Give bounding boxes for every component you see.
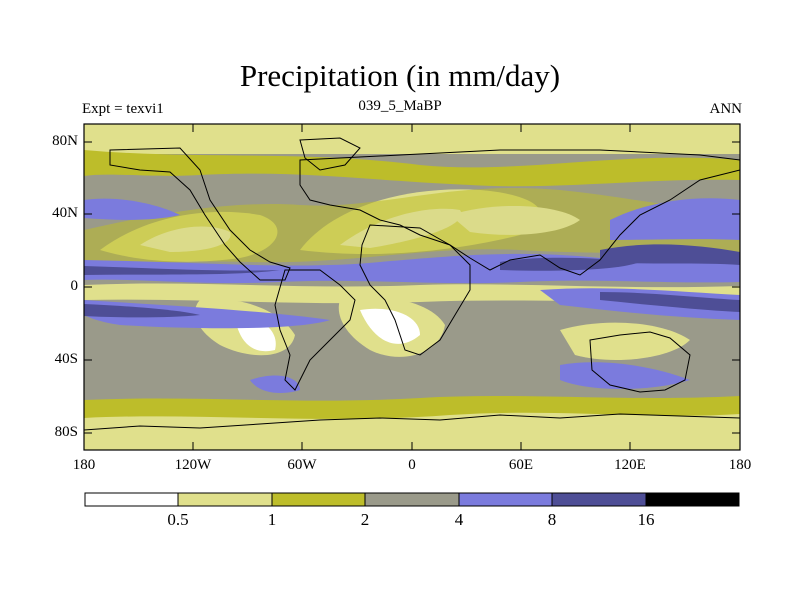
lat-label-40n: 40N: [52, 205, 78, 221]
lat-label-80s: 80S: [54, 424, 78, 440]
colorbar-bin-0: [84, 492, 179, 507]
lon-label-120w: 120W: [174, 457, 212, 473]
lon-label-60e: 60E: [508, 457, 534, 473]
colorbar-bin-1: [177, 492, 273, 507]
axis-ticks: [83, 124, 741, 450]
colorbar-label-8: 8: [547, 510, 557, 529]
colorbar-bin-5: [551, 492, 647, 507]
period-label: 039_5_MaBP: [358, 98, 442, 114]
lon-label-60w: 60W: [287, 457, 317, 473]
experiment-label: Expt = texvi1: [82, 101, 164, 117]
colorbar-bin-4: [458, 492, 553, 507]
lon-label-180e: 180: [728, 457, 752, 473]
colorbar-label-2: 2: [360, 510, 370, 529]
lat-label-40s: 40S: [54, 351, 78, 367]
lon-label-0: 0: [408, 457, 416, 473]
lon-label-120e: 120E: [614, 457, 646, 473]
colorbar-label-16: 16: [637, 510, 655, 529]
lon-label-180w: 180: [72, 457, 96, 473]
map-title: Precipitation (in mm/day): [239, 58, 561, 93]
precip-field: [84, 124, 740, 450]
lat-label-80n: 80N: [52, 133, 78, 149]
colorbar-bin-6: [645, 492, 740, 507]
lat-label-0: 0: [70, 278, 79, 294]
coastlines: [84, 137, 740, 431]
season-label: ANN: [709, 101, 743, 117]
colorbar-label-4: 4: [454, 510, 464, 529]
colorbar-label-1: 1: [267, 510, 277, 529]
colorbar-bin-2: [271, 492, 366, 507]
colorbar-bin-3: [364, 492, 460, 507]
colorbar-label-0.5: 0.5: [167, 510, 189, 529]
colorbar: [84, 492, 740, 507]
